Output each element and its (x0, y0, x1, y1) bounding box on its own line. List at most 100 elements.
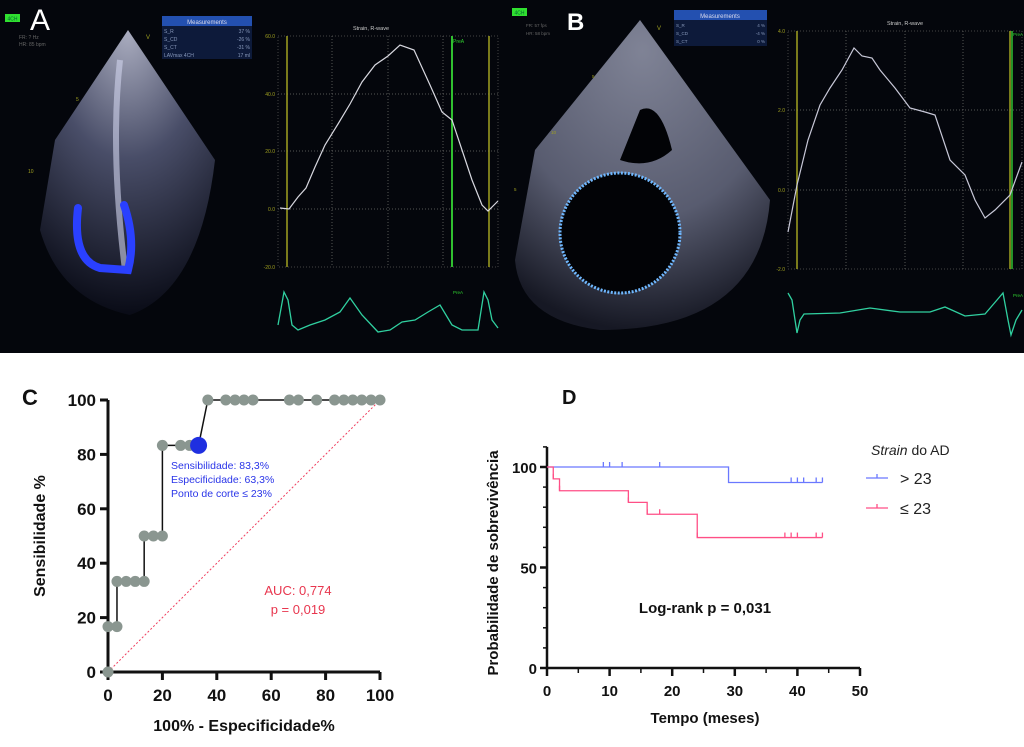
legend-item-high: > 23 (866, 471, 932, 488)
measurement-name: LAVmax 4CH (164, 53, 194, 59)
y-tick-label: 0 (87, 663, 96, 682)
view-badge-b-text: 4CH (514, 11, 524, 17)
y-axis-label: Sensibilidade % (32, 475, 49, 597)
x-axis-label: 100% - Especificidade% (153, 718, 334, 735)
km-curve-high (547, 466, 823, 484)
y-tick-label: 100 (68, 391, 96, 410)
x-tick-label: 20 (664, 683, 681, 700)
roc-point (138, 530, 150, 542)
tick: -20.0 (264, 265, 276, 271)
x-tick-label: 30 (726, 683, 743, 700)
roc-point (283, 394, 295, 406)
ultrasound-sector-a (40, 30, 215, 315)
roc-point (356, 394, 368, 406)
measurement-value: 0 % (757, 39, 765, 44)
legend-title-italic: Strain (871, 442, 908, 458)
prea-marker-ecg: PreA (1013, 293, 1023, 298)
la-trace-b (558, 171, 682, 295)
x-tick-label: 40 (207, 686, 226, 705)
tick: 2.0 (778, 108, 785, 114)
roc-point (111, 575, 123, 587)
tick: 0.0 (778, 188, 785, 194)
legend-title: Strain do AD (871, 442, 950, 458)
measurement-value: -4 % (756, 31, 765, 36)
measurement-value: -31 % (237, 45, 251, 51)
roc-point (156, 530, 168, 542)
roc-chart: C 0 20 40 60 80 100 0 20 40 60 80 100 Sensibilidade… (22, 385, 394, 735)
measurements-box-b: Measurements S_R 4 % S_CD -4 % S_CT 0 % (674, 10, 767, 46)
strain-graph-title-a: Strain, R-wave (353, 26, 389, 32)
specificity-annotation: Especificidade: 63,3% (171, 474, 274, 486)
panel-label-b: B (567, 9, 584, 36)
y-axis-label: Probabilidade de sobrevivência (485, 450, 502, 676)
roc-point (147, 530, 159, 542)
y-tick-label: 80 (77, 445, 96, 464)
frame-rate-b: FR: 57 fps (526, 23, 548, 28)
marker-v-b: V (657, 26, 661, 32)
x-axis-label: Tempo (meses) (651, 710, 760, 727)
ecg-trace-a (277, 289, 499, 333)
roc-point (220, 394, 232, 406)
strain-graph-b: Strain, R-wave 4.0 2.0 0.0 -2.0 PreA Pre… (776, 21, 1023, 338)
auc-annotation: AUC: 0,774 (264, 583, 331, 598)
frame-rate-a: FR: ? Hz (19, 35, 39, 41)
legend-label: ≤ 23 (900, 501, 931, 518)
cutoff-point (190, 436, 208, 454)
legend-item-low: ≤ 23 (866, 501, 931, 518)
x-tick-label: 0 (103, 686, 112, 705)
view-badge-a-text: 4CH (7, 17, 17, 23)
depth-mark: 5 (76, 97, 79, 103)
measurements-title: Measurements (187, 20, 227, 26)
roc-point (175, 439, 187, 451)
x-tick-label: 80 (316, 686, 335, 705)
x-tick-label: 100 (366, 686, 394, 705)
heart-rate-a: HR: 85 bpm (19, 42, 46, 48)
roc-point (202, 394, 214, 406)
measurement-value: 4 % (757, 23, 765, 28)
roc-point (292, 394, 304, 406)
roc-point (374, 394, 386, 406)
measurement-name: S_CD (164, 37, 178, 43)
roc-point (111, 621, 123, 633)
depth-mark: 5 (592, 74, 595, 79)
ecg-trace-b (787, 291, 1023, 338)
echo-figures: Strain, R-wave 60.0 40.0 20.0 0.0 -20.0 … (5, 4, 1023, 338)
x-tick-label: 60 (262, 686, 281, 705)
roc-point (102, 666, 114, 678)
roc-point (120, 575, 132, 587)
x-tick-label: 10 (601, 683, 618, 700)
y-tick-label: 20 (77, 609, 96, 628)
tick: 0.0 (268, 207, 275, 213)
panel-label-a: A (30, 4, 50, 37)
strain-graph-a: Strain, R-wave 60.0 40.0 20.0 0.0 -20.0 … (264, 26, 499, 333)
measurement-name: S_CT (676, 39, 688, 44)
measurement-name: S_CD (676, 31, 689, 36)
lv-trace-a (73, 201, 136, 275)
x-tick-label: 50 (852, 683, 869, 700)
depth-mark: 5 (514, 187, 517, 192)
roc-point (365, 394, 377, 406)
view-badge-b (512, 8, 527, 16)
panel-label-d: D (562, 387, 576, 409)
depth-mark: 10 (551, 130, 557, 135)
y-tick-label: 40 (77, 554, 96, 573)
km-chart: D 0 50 100 0 10 20 30 40 50 Strain do AD > 23 ≤ … (485, 387, 950, 727)
prea-marker: PreA (1013, 32, 1023, 37)
marker-v-a: V (146, 35, 150, 41)
logrank-annotation: Log-rank p = 0,031 (639, 600, 771, 617)
x-tick-label: 0 (543, 683, 551, 700)
roc-point (156, 439, 168, 451)
roc-point (229, 394, 241, 406)
roc-point (347, 394, 359, 406)
measurement-name: S_CT (164, 45, 177, 51)
roc-point (338, 394, 350, 406)
roc-point (247, 394, 259, 406)
prea-marker: PreA (453, 39, 465, 45)
measurement-value: 17 ml (238, 53, 250, 59)
y-tick-label: 100 (512, 460, 537, 477)
strain-graph-title-b: Strain, R-wave (887, 21, 923, 27)
heart-rate-b: HR: 58 bpm (526, 31, 550, 36)
prea-marker-ecg: PreA (453, 290, 463, 295)
panel-label-c: C (22, 385, 38, 410)
reference-diagonal (107, 399, 381, 673)
